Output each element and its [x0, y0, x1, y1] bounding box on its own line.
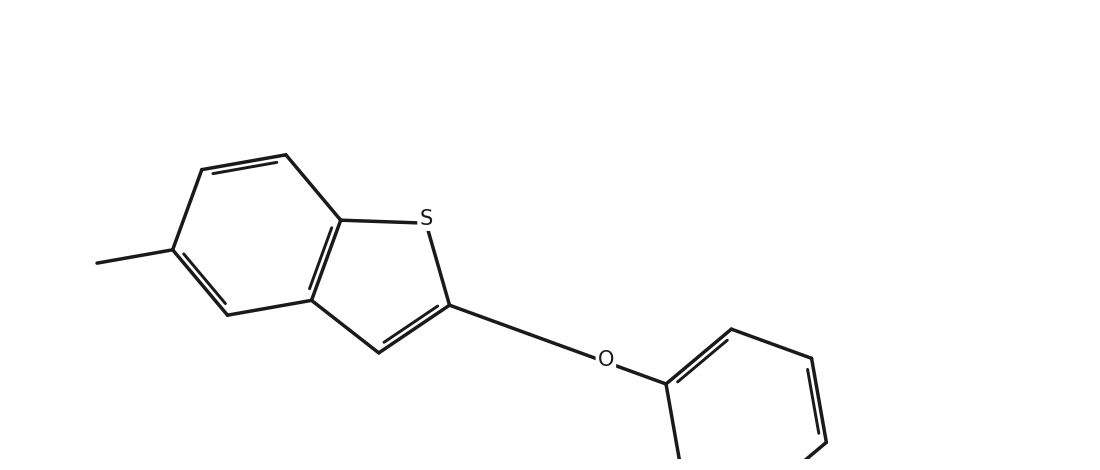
Text: S: S — [419, 209, 432, 229]
Text: O: O — [597, 350, 614, 370]
